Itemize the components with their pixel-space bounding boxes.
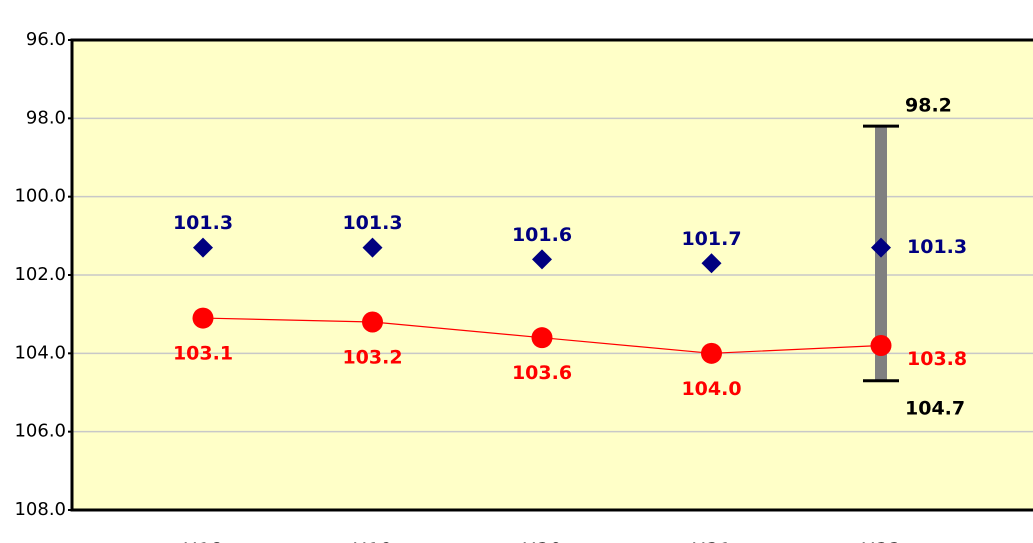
y-tick-label: 108.0 <box>14 499 66 520</box>
y-tick-label: 96.0 <box>26 29 66 50</box>
data-label: 103.6 <box>512 362 572 384</box>
data-label: 101.6 <box>512 224 572 246</box>
data-label: 103.1 <box>173 343 233 365</box>
range-label: 98.2 <box>905 95 952 117</box>
y-tick-label: 102.0 <box>14 264 66 285</box>
marker <box>531 327 553 349</box>
marker <box>193 237 213 258</box>
data-label: 101.7 <box>681 228 741 250</box>
marker <box>192 307 214 329</box>
y-tick-label: 100.0 <box>14 186 66 207</box>
data-label: 103.2 <box>342 347 402 369</box>
marker <box>701 342 722 364</box>
y-tick-label: 104.0 <box>14 342 66 363</box>
x-tick-label: H21 <box>691 539 732 543</box>
marker <box>362 237 383 258</box>
y-tick-label: 98.0 <box>26 107 66 128</box>
data-label: 103.8 <box>907 348 967 370</box>
range-label: 104.7 <box>905 397 965 419</box>
x-tick-label: H22 <box>861 539 902 543</box>
x-tick-label: H20 <box>522 539 563 543</box>
marker <box>870 335 892 356</box>
marker <box>871 237 891 258</box>
data-label: 101.3 <box>342 212 402 234</box>
y-tick-label: 106.0 <box>14 421 66 442</box>
data-label: 104.0 <box>681 378 741 400</box>
marker <box>701 253 722 274</box>
x-tick-label: H18 <box>183 539 224 543</box>
x-tick-label: H19 <box>352 539 393 543</box>
marker <box>532 249 552 270</box>
data-label: 101.3 <box>907 236 967 258</box>
data-label: 101.3 <box>173 212 233 234</box>
marker <box>362 311 383 333</box>
